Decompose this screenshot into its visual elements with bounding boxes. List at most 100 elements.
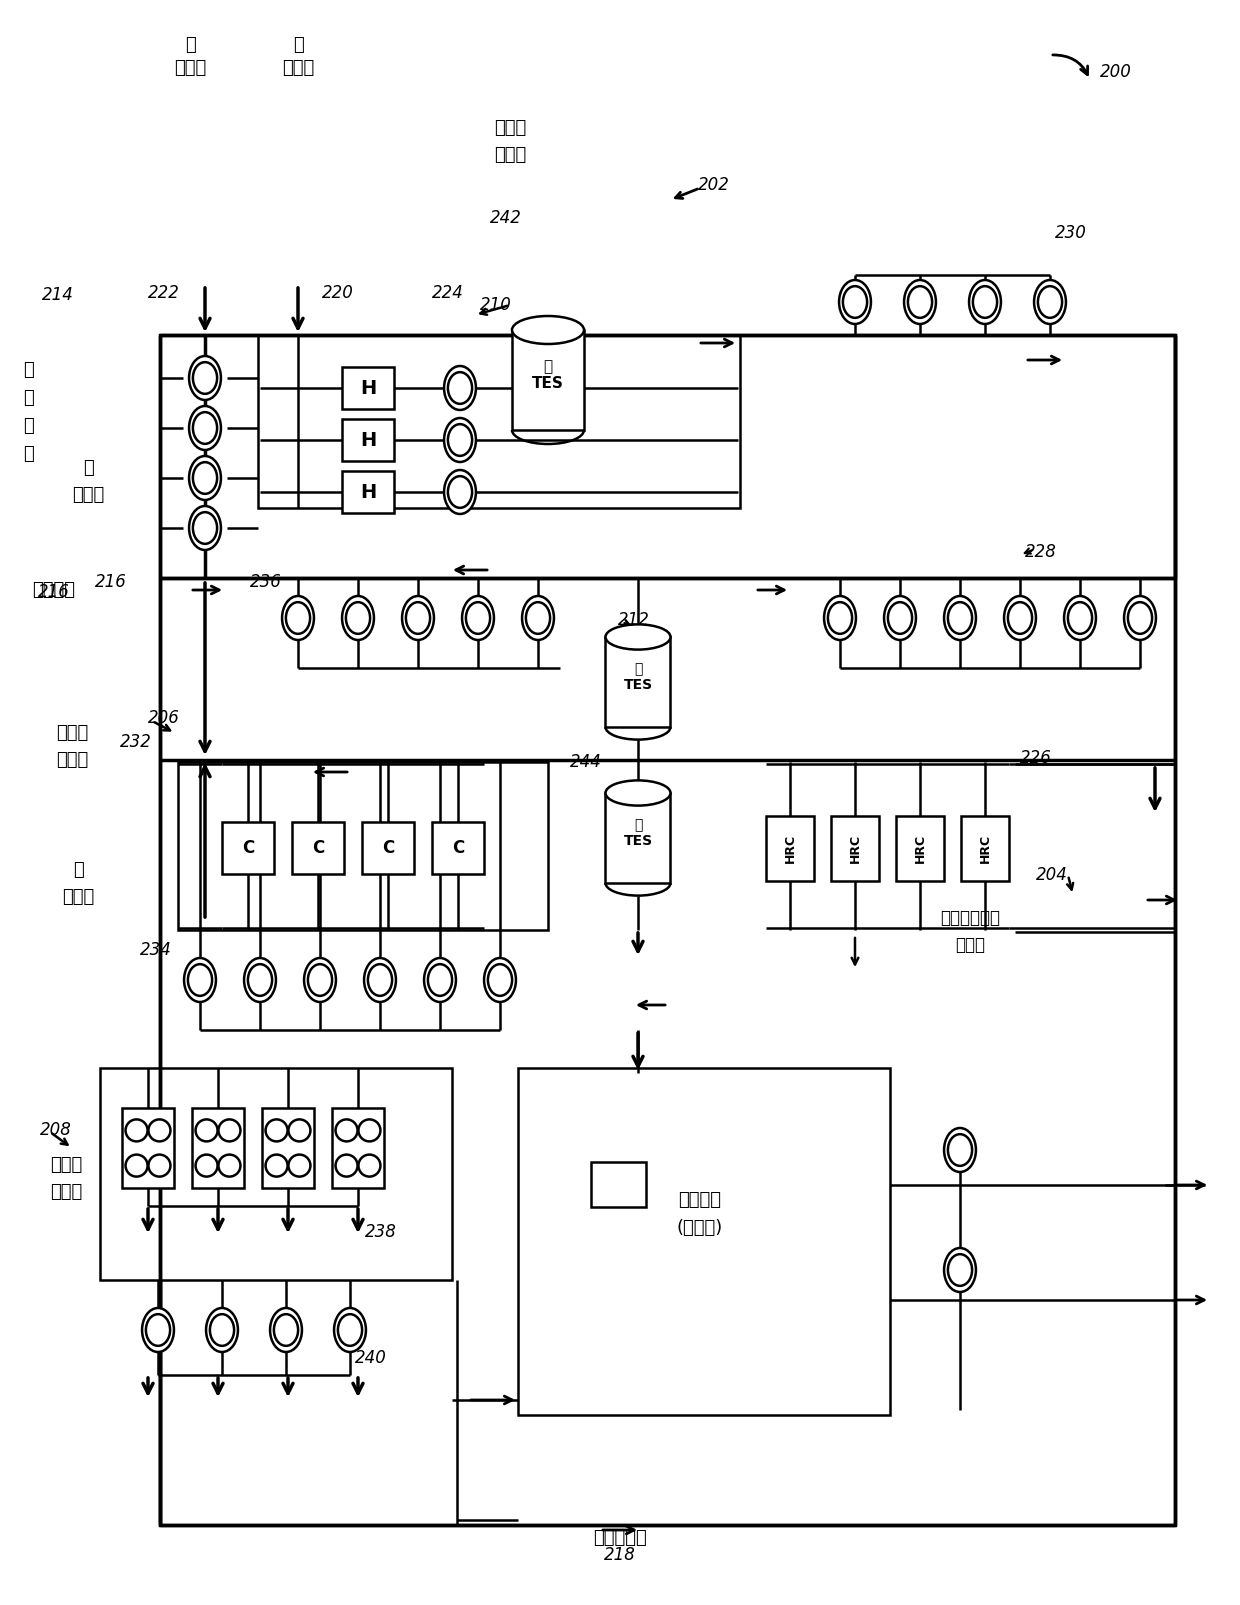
Ellipse shape bbox=[487, 965, 512, 995]
Text: H: H bbox=[360, 483, 376, 501]
Text: 200: 200 bbox=[1100, 63, 1132, 80]
Ellipse shape bbox=[463, 595, 494, 640]
Bar bbox=[961, 815, 1009, 881]
Ellipse shape bbox=[193, 363, 217, 393]
Text: 建筑物: 建筑物 bbox=[72, 486, 104, 504]
Text: 加热器: 加热器 bbox=[494, 119, 526, 136]
Circle shape bbox=[125, 1119, 148, 1141]
Circle shape bbox=[125, 1154, 148, 1176]
Text: 子设施: 子设施 bbox=[494, 146, 526, 164]
Text: 224: 224 bbox=[432, 284, 464, 302]
Ellipse shape bbox=[944, 1128, 976, 1172]
Ellipse shape bbox=[346, 602, 370, 634]
Bar bbox=[192, 1107, 244, 1188]
Ellipse shape bbox=[839, 279, 870, 324]
Bar bbox=[122, 1107, 174, 1188]
Ellipse shape bbox=[1128, 602, 1152, 634]
Ellipse shape bbox=[244, 958, 277, 1002]
Ellipse shape bbox=[526, 602, 551, 634]
Ellipse shape bbox=[184, 958, 216, 1002]
Ellipse shape bbox=[188, 406, 221, 449]
Bar bbox=[342, 419, 394, 461]
Text: 206: 206 bbox=[148, 709, 180, 727]
Bar bbox=[605, 793, 671, 883]
Bar bbox=[766, 815, 813, 881]
Ellipse shape bbox=[1064, 595, 1096, 640]
Text: 216: 216 bbox=[38, 583, 69, 600]
Ellipse shape bbox=[1123, 595, 1156, 640]
Bar bbox=[100, 1067, 453, 1281]
Ellipse shape bbox=[1034, 279, 1066, 324]
Text: 228: 228 bbox=[1025, 542, 1056, 562]
Bar bbox=[258, 335, 740, 509]
Ellipse shape bbox=[512, 316, 584, 343]
Ellipse shape bbox=[828, 602, 852, 634]
Ellipse shape bbox=[274, 1314, 298, 1347]
Text: 244: 244 bbox=[570, 753, 601, 770]
Ellipse shape bbox=[944, 595, 976, 640]
Circle shape bbox=[336, 1119, 357, 1141]
Ellipse shape bbox=[193, 412, 217, 445]
Text: 234: 234 bbox=[140, 941, 172, 960]
Ellipse shape bbox=[448, 372, 472, 404]
Circle shape bbox=[289, 1119, 310, 1141]
Ellipse shape bbox=[368, 965, 392, 995]
Ellipse shape bbox=[908, 286, 932, 318]
Text: HRC: HRC bbox=[914, 833, 926, 862]
Bar bbox=[179, 762, 548, 929]
Text: 建筑物: 建筑物 bbox=[174, 59, 206, 77]
Bar bbox=[591, 1162, 646, 1207]
Ellipse shape bbox=[484, 958, 516, 1002]
Text: 210: 210 bbox=[480, 295, 512, 315]
Text: 202: 202 bbox=[698, 177, 730, 194]
Ellipse shape bbox=[466, 602, 490, 634]
Ellipse shape bbox=[1008, 602, 1032, 634]
Text: 自: 自 bbox=[83, 459, 93, 477]
Text: 子设施: 子设施 bbox=[56, 751, 88, 769]
Ellipse shape bbox=[888, 602, 913, 634]
Ellipse shape bbox=[428, 965, 453, 995]
Text: 冷
TES: 冷 TES bbox=[624, 819, 652, 847]
Bar bbox=[262, 1107, 314, 1188]
Text: 水: 水 bbox=[22, 388, 33, 408]
Ellipse shape bbox=[973, 286, 997, 318]
Text: 214: 214 bbox=[42, 286, 74, 303]
Text: 230: 230 bbox=[1055, 225, 1087, 242]
Circle shape bbox=[196, 1119, 217, 1141]
Ellipse shape bbox=[405, 602, 430, 634]
Ellipse shape bbox=[188, 356, 221, 400]
Text: 240: 240 bbox=[355, 1348, 387, 1367]
Ellipse shape bbox=[281, 595, 314, 640]
Ellipse shape bbox=[444, 470, 476, 514]
Circle shape bbox=[149, 1119, 170, 1141]
Ellipse shape bbox=[188, 965, 212, 995]
Ellipse shape bbox=[424, 958, 456, 1002]
Text: HRC: HRC bbox=[978, 833, 992, 862]
Ellipse shape bbox=[448, 477, 472, 507]
Ellipse shape bbox=[342, 595, 374, 640]
Ellipse shape bbox=[402, 595, 434, 640]
Text: 204: 204 bbox=[1037, 867, 1068, 884]
Ellipse shape bbox=[248, 965, 272, 995]
Ellipse shape bbox=[365, 958, 396, 1002]
Text: C: C bbox=[451, 839, 464, 857]
Text: H: H bbox=[360, 430, 376, 449]
Text: 242: 242 bbox=[490, 209, 522, 226]
Ellipse shape bbox=[210, 1314, 234, 1347]
Text: C: C bbox=[382, 839, 394, 857]
Text: 226: 226 bbox=[1021, 750, 1052, 767]
Text: 222: 222 bbox=[148, 284, 180, 302]
Text: 218: 218 bbox=[604, 1546, 636, 1563]
Bar bbox=[518, 1067, 890, 1416]
Text: 冷却器: 冷却器 bbox=[56, 724, 88, 742]
Text: 路: 路 bbox=[22, 445, 33, 462]
Text: 建筑物: 建筑物 bbox=[281, 59, 314, 77]
Bar bbox=[605, 637, 671, 727]
Text: 208: 208 bbox=[40, 1120, 72, 1140]
Circle shape bbox=[265, 1154, 288, 1176]
Ellipse shape bbox=[444, 417, 476, 462]
Circle shape bbox=[196, 1154, 217, 1176]
Ellipse shape bbox=[605, 780, 671, 806]
Text: 子设施: 子设施 bbox=[955, 936, 985, 953]
Text: 冷水回路: 冷水回路 bbox=[32, 581, 74, 599]
